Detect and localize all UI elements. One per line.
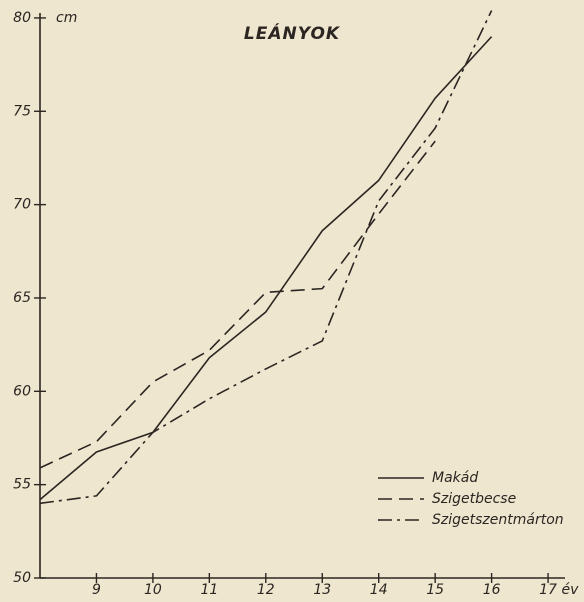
x-tick-label: 12 <box>257 582 275 598</box>
x-tick-label: 13 <box>313 582 331 598</box>
x-tick-label: 17 <box>539 582 557 598</box>
x-tick-label: 15 <box>426 582 444 598</box>
y-tick-label: 55 <box>13 477 31 493</box>
x-unit: év <box>562 582 580 598</box>
y-tick-label: 50 <box>13 570 31 586</box>
x-tick-label: 16 <box>483 582 501 598</box>
x-tick-label: 14 <box>370 582 388 598</box>
y-unit: cm <box>56 10 77 26</box>
y-tick-label: 80 <box>13 10 31 26</box>
x-tick-label: 9 <box>92 582 101 598</box>
y-tick-label: 75 <box>13 103 31 119</box>
x-tick-label: 11 <box>200 582 218 598</box>
y-tick-label: 65 <box>13 290 31 306</box>
series-line <box>39 10 493 505</box>
chart-title: LEÁNYOK <box>244 22 341 44</box>
legend-label: Szigetbecse <box>432 491 516 507</box>
legend-label: Szigetszentmárton <box>432 512 564 528</box>
y-tick-label: 60 <box>13 383 31 399</box>
series-line <box>39 140 436 469</box>
y-tick-label: 70 <box>13 197 31 213</box>
series-line <box>39 36 493 501</box>
x-tick-label: 10 <box>144 582 162 598</box>
legend-label: Makád <box>432 470 478 486</box>
